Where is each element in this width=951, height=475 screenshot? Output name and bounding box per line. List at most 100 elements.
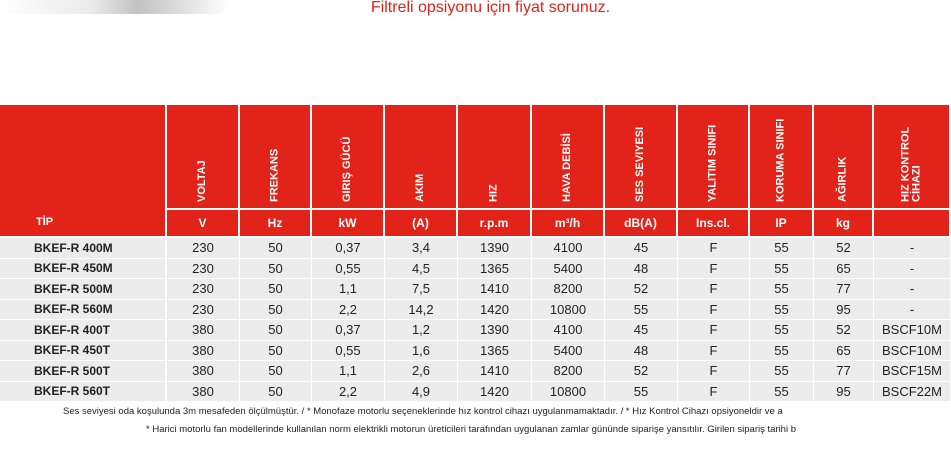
- data-cell: 50: [240, 279, 311, 299]
- data-cell: 1,2: [385, 320, 457, 340]
- column-header: HAVA DEBİSİ: [532, 105, 603, 208]
- data-cell: 55: [750, 361, 813, 381]
- data-cell: F: [678, 299, 749, 319]
- data-cell: F: [678, 258, 749, 278]
- data-cell: 230: [167, 279, 239, 299]
- tip-label: TİP: [36, 216, 54, 228]
- data-cell: 48: [605, 340, 677, 360]
- data-cell: 1410: [458, 361, 531, 381]
- model-name: BKEF-R 500M: [0, 279, 165, 299]
- data-cell: 4,9: [385, 381, 457, 401]
- model-name: BKEF-R 400M: [0, 238, 165, 258]
- data-cell: 55: [605, 381, 677, 401]
- data-cell: 230: [167, 238, 239, 258]
- data-cell: 4100: [532, 238, 604, 258]
- data-cell: 4100: [532, 320, 604, 340]
- model-name: BKEF-R 560M: [0, 299, 165, 319]
- data-cell: 95: [814, 381, 873, 401]
- data-cell: 8200: [532, 279, 604, 299]
- data-cell: 1390: [458, 238, 531, 258]
- unit-cell: kW: [312, 210, 383, 236]
- data-cell: 1,1: [312, 361, 384, 381]
- data-cell: 0,37: [312, 238, 384, 258]
- column-header: HIZ: [458, 105, 530, 208]
- unit-cell: r.p.m: [458, 210, 530, 236]
- model-name: BKEF-R 400T: [0, 320, 165, 340]
- data-cell: 55: [605, 299, 677, 319]
- column-header: HIZ KONTROL CİHAZI: [874, 105, 949, 208]
- data-cell: 55: [750, 279, 813, 299]
- column-header: AĞIRLIK: [814, 105, 872, 208]
- data-cell: BSCF15M: [874, 361, 950, 381]
- data-cell: F: [678, 279, 749, 299]
- data-cell: 3,4: [385, 238, 457, 258]
- column-header: VOLTAJ: [167, 105, 238, 208]
- data-cell: 380: [167, 340, 239, 360]
- data-cell: 1365: [458, 340, 531, 360]
- data-cell: F: [678, 361, 749, 381]
- data-cell: 45: [605, 320, 677, 340]
- data-cell: 50: [240, 381, 311, 401]
- unit-cell: Hz: [240, 210, 310, 236]
- column-header: SES SEVIYESI: [605, 105, 676, 208]
- data-cell: 1,6: [385, 340, 457, 360]
- data-cell: 0,37: [312, 320, 384, 340]
- data-cell: 65: [814, 340, 873, 360]
- data-cell: 7,5: [385, 279, 457, 299]
- model-name: BKEF-R 450M: [0, 258, 165, 278]
- data-cell: 380: [167, 361, 239, 381]
- data-cell: 5400: [532, 258, 604, 278]
- unit-cell: m³/h: [532, 210, 603, 236]
- data-cell: 50: [240, 258, 311, 278]
- data-cell: -: [874, 299, 950, 319]
- column-header: KORUMA SINIFI: [750, 105, 812, 208]
- data-cell: 45: [605, 238, 677, 258]
- unit-cell: IP: [750, 210, 812, 236]
- data-cell: 230: [167, 299, 239, 319]
- column-header: YALITIM SINIFI: [678, 105, 748, 208]
- data-cell: BSCF10M: [874, 340, 950, 360]
- data-cell: 1410: [458, 279, 531, 299]
- data-cell: 5400: [532, 340, 604, 360]
- data-cell: -: [874, 279, 950, 299]
- model-name: BKEF-R 450T: [0, 340, 165, 360]
- data-cell: 380: [167, 320, 239, 340]
- footnote: Ses seviyesi oda koşulunda 3m mesafeden …: [63, 406, 783, 417]
- header-cell: TİP: [0, 105, 165, 236]
- data-cell: 65: [814, 258, 873, 278]
- data-cell: 1390: [458, 320, 531, 340]
- data-cell: 2,2: [312, 299, 384, 319]
- unit-cell: (A): [385, 210, 456, 236]
- data-cell: 50: [240, 238, 311, 258]
- data-cell: 52: [605, 361, 677, 381]
- notice: Filtreli opsiyonu için fiyat sorunuz.: [370, 0, 611, 16]
- data-cell: 95: [814, 299, 873, 319]
- unit-cell: Ins.cl.: [678, 210, 748, 236]
- data-cell: 50: [240, 299, 311, 319]
- data-cell: 2,6: [385, 361, 457, 381]
- unit-cell: V: [167, 210, 238, 236]
- data-cell: 55: [750, 238, 813, 258]
- data-cell: 55: [750, 299, 813, 319]
- data-cell: 77: [814, 279, 873, 299]
- footnote: * Harici motorlu fan modellerinde kullan…: [146, 424, 796, 435]
- data-cell: 50: [240, 361, 311, 381]
- data-cell: F: [678, 381, 749, 401]
- data-cell: 52: [605, 279, 677, 299]
- data-cell: F: [678, 238, 749, 258]
- data-cell: BSCF22M: [874, 381, 950, 401]
- data-cell: 52: [814, 238, 873, 258]
- data-cell: 230: [167, 258, 239, 278]
- data-cell: 10800: [532, 381, 604, 401]
- column-header: GIRIŞ GÜCÜ: [312, 105, 383, 208]
- data-cell: -: [874, 238, 950, 258]
- data-cell: 50: [240, 340, 311, 360]
- model-name: BKEF-R 560T: [0, 381, 165, 401]
- data-cell: 4,5: [385, 258, 457, 278]
- data-cell: 0,55: [312, 258, 384, 278]
- data-cell: 1,1: [312, 279, 384, 299]
- unit-cell: [874, 210, 949, 236]
- data-cell: 2,2: [312, 381, 384, 401]
- unit-cell: dB(A): [605, 210, 676, 236]
